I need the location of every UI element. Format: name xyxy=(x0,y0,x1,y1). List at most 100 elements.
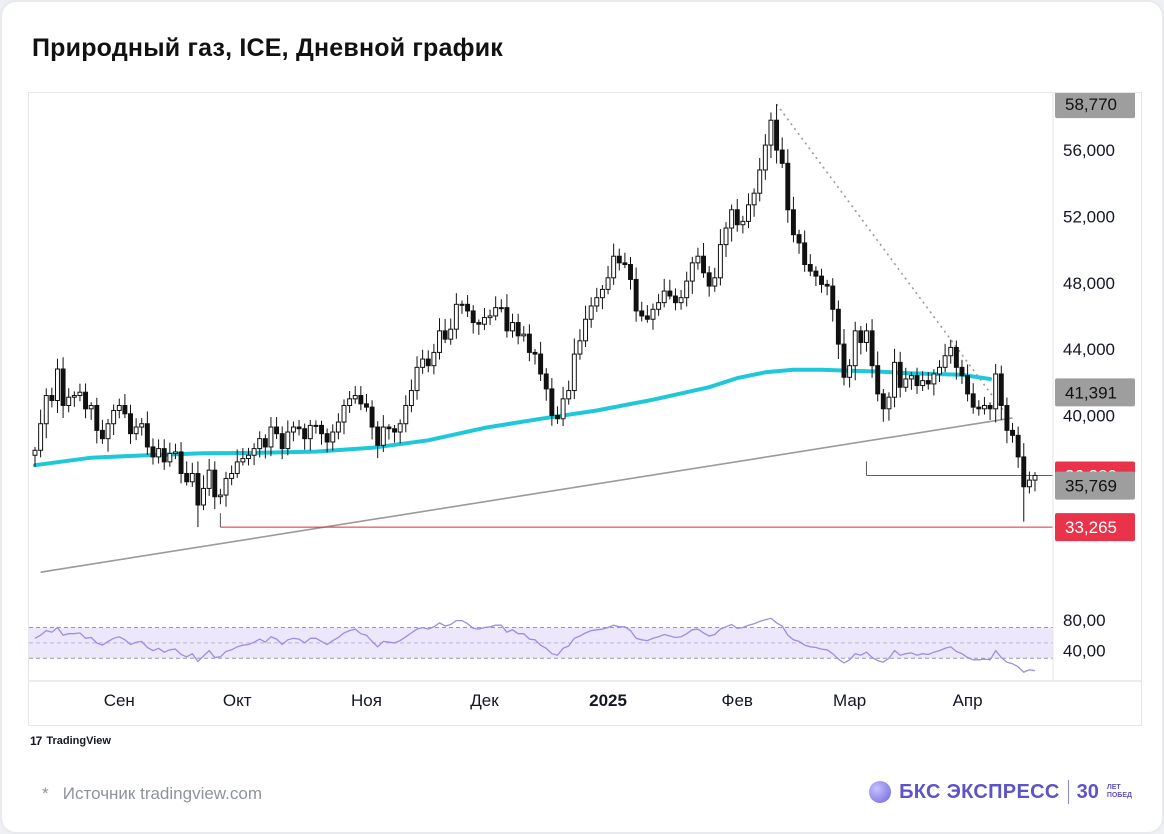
candle xyxy=(555,406,560,424)
candle xyxy=(240,447,246,466)
candle-body xyxy=(886,396,892,410)
candle xyxy=(751,188,757,217)
candle xyxy=(380,415,386,453)
candle xyxy=(375,421,381,459)
candle-body xyxy=(369,406,375,428)
candle xyxy=(667,279,673,300)
candle-body xyxy=(279,433,285,450)
candle-body xyxy=(341,404,347,423)
candle-body xyxy=(99,429,105,440)
resistance-trendline xyxy=(775,103,1008,416)
candle xyxy=(487,309,493,326)
candle-body xyxy=(948,346,954,357)
candle xyxy=(296,420,302,436)
candle-body xyxy=(476,322,482,325)
candle xyxy=(425,350,431,373)
x-tick-label: 2025 xyxy=(589,691,627,710)
candle xyxy=(476,319,482,335)
candle xyxy=(875,351,881,402)
candle-body xyxy=(397,423,403,433)
candle-body xyxy=(847,365,853,378)
candle-body xyxy=(38,423,44,451)
candle xyxy=(1015,426,1021,468)
candle xyxy=(403,395,409,433)
candle-body xyxy=(1026,479,1032,488)
candle xyxy=(661,278,667,308)
candle-body xyxy=(178,451,184,474)
candle-body xyxy=(819,275,824,285)
candle-body xyxy=(246,454,251,460)
candle xyxy=(987,402,993,420)
brand-logo: БКС ЭКСПРЕСС 30 ЛЕТ ПОБЕД xyxy=(869,780,1132,804)
price-chart[interactable]: 40,00044,00048,00052,00056,00080,0040,00… xyxy=(29,90,1141,725)
candle xyxy=(448,318,454,345)
candle-body xyxy=(1015,434,1021,458)
candle-body xyxy=(644,315,650,320)
candle xyxy=(279,426,285,460)
candle xyxy=(246,447,251,466)
candle xyxy=(852,321,858,381)
candle xyxy=(335,413,341,440)
candle-body xyxy=(195,472,201,506)
candle xyxy=(32,447,38,467)
candle-body xyxy=(313,424,319,427)
candle xyxy=(105,418,111,452)
candle xyxy=(262,434,268,459)
candle-body xyxy=(858,330,864,343)
candle-body xyxy=(161,448,167,463)
rsi-indicator xyxy=(34,617,1036,673)
candle-body xyxy=(335,421,341,433)
candle-body xyxy=(807,264,813,272)
candle xyxy=(549,378,555,426)
candle xyxy=(319,420,324,445)
candle xyxy=(981,396,987,415)
candle-body xyxy=(774,119,780,151)
candle-body xyxy=(487,315,493,319)
candle xyxy=(465,295,471,317)
candle xyxy=(521,326,527,342)
candle xyxy=(847,359,853,388)
brand-small-line-1: ЛЕТ xyxy=(1106,784,1121,791)
candle-body xyxy=(757,169,763,194)
candle xyxy=(650,303,656,330)
candle-body xyxy=(1010,429,1015,436)
candle-body xyxy=(465,303,471,312)
candle xyxy=(184,461,190,486)
candle-body xyxy=(498,307,504,310)
candle-body xyxy=(515,322,521,337)
candle xyxy=(869,319,875,378)
candle xyxy=(453,293,459,339)
candle-body xyxy=(925,380,931,385)
candle-body xyxy=(324,433,330,443)
candle-body xyxy=(375,426,381,446)
candle xyxy=(493,296,499,321)
candle xyxy=(172,443,178,460)
candle xyxy=(790,196,796,243)
candle xyxy=(43,388,49,439)
candle-body xyxy=(60,368,66,406)
candle-body xyxy=(639,310,645,317)
candle-body xyxy=(240,458,246,463)
candle-body xyxy=(981,404,987,410)
candle xyxy=(139,418,145,436)
candle xyxy=(588,297,594,328)
brand-small-line-2: ПОБЕД xyxy=(1106,792,1132,799)
candle-body xyxy=(633,278,639,312)
price-tag-bg xyxy=(1055,471,1135,500)
candle-body xyxy=(762,144,768,171)
candle xyxy=(195,461,201,528)
candle-body xyxy=(49,395,55,402)
candle-body xyxy=(785,162,791,211)
candles xyxy=(32,104,1038,528)
candle-body xyxy=(599,288,605,299)
candle-body xyxy=(285,431,291,450)
candle-body xyxy=(262,438,268,448)
candle xyxy=(532,349,538,365)
candle xyxy=(599,285,605,310)
candle-body xyxy=(128,413,133,435)
candle xyxy=(712,267,718,292)
source-text: Источник tradingview.com xyxy=(62,784,262,803)
support-levels xyxy=(219,461,1053,528)
candle xyxy=(622,252,628,269)
rsi-tick-label: 80,00 xyxy=(1063,611,1106,630)
